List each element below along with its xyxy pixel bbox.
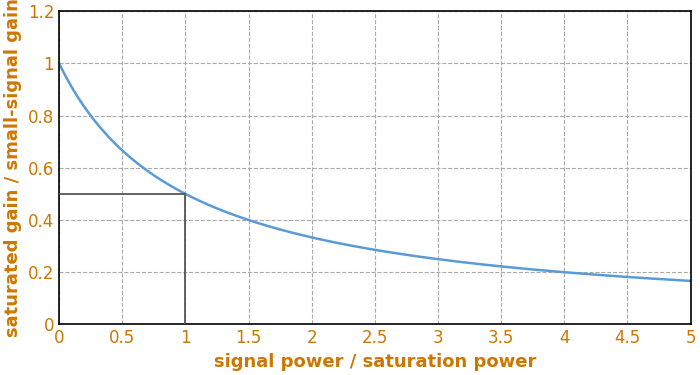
Y-axis label: saturated gain / small-signal gain: saturated gain / small-signal gain — [4, 0, 22, 337]
X-axis label: signal power / saturation power: signal power / saturation power — [214, 353, 536, 371]
